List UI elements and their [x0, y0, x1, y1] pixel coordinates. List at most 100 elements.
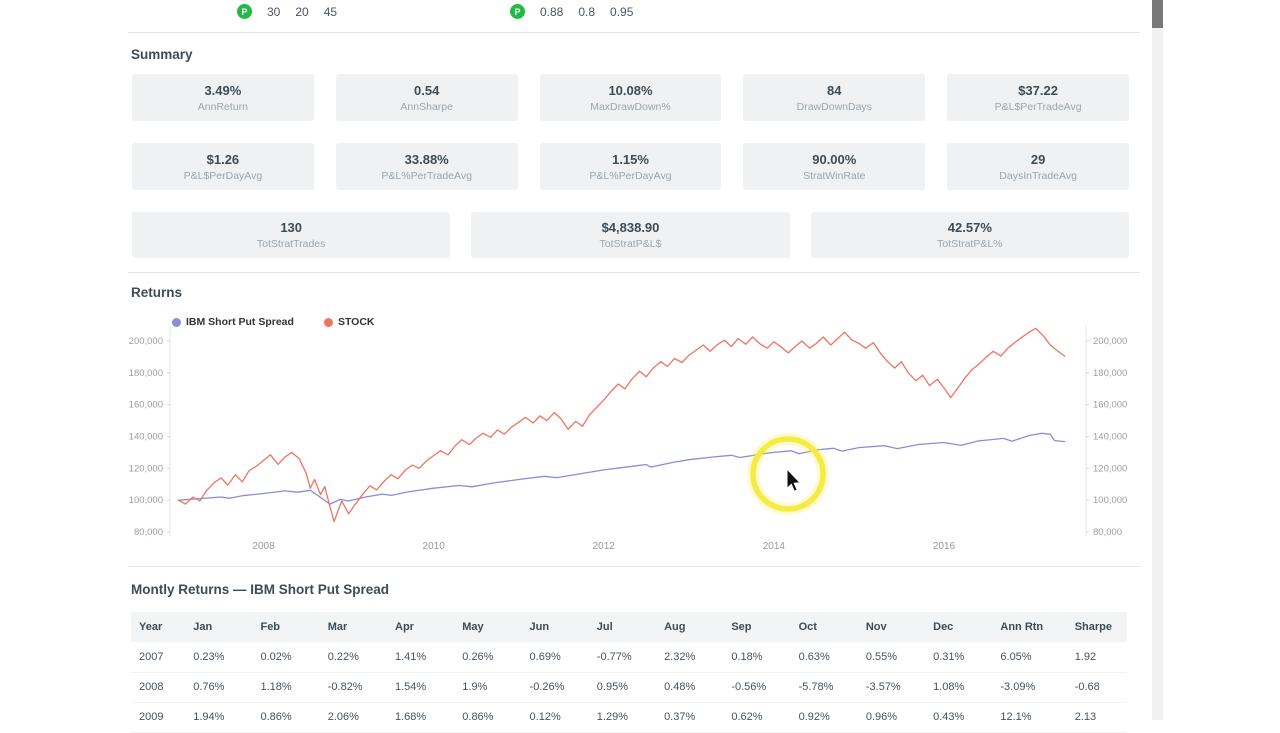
- table-cell: -0.68: [1066, 672, 1127, 703]
- stat-card: 130 TotStratTrades: [132, 212, 451, 258]
- param-value: 0.95: [610, 4, 634, 19]
- stat-value: 42.57%: [947, 220, 992, 235]
- table-header-cell: May: [454, 612, 522, 642]
- x-axis-label: 2008: [252, 541, 275, 552]
- table-cell: 0.43%: [925, 702, 993, 733]
- param-value: 20: [295, 4, 309, 19]
- returns-chart-canvas[interactable]: 80,000 80,000 100,000 100,000 120,000 120,000…: [128, 306, 1140, 558]
- table-cell: 1.29%: [588, 702, 657, 733]
- table-cell: 2.06%: [319, 702, 387, 733]
- x-axis-label: 2012: [593, 541, 616, 552]
- table-header-cell: Nov: [857, 612, 926, 642]
- stat-value: 33.88%: [404, 151, 449, 167]
- stat-card: 0.54 AnnSharpe: [335, 74, 518, 121]
- param-badge-icon: P: [510, 4, 525, 19]
- summary-stats-grid: 3.49% AnnReturn 0.54 AnnSharpe 10.08% MaxDraw…: [132, 74, 1129, 190]
- table-cell: 0.86%: [252, 702, 320, 733]
- stat-value: 84: [827, 82, 842, 98]
- table-cell: 0.95%: [588, 672, 657, 703]
- y-axis-label: 140,000: [129, 432, 163, 443]
- stat-value: 1.15%: [612, 151, 649, 167]
- stat-card: 29 DaysInTradeAvg: [947, 143, 1129, 190]
- strategy-params-row: P 30 20 45 P 0.88 0.8 0.95: [128, 0, 1140, 33]
- table-cell: 2009: [131, 702, 186, 733]
- param-value: 0.8: [578, 4, 596, 19]
- table-cell: 1.92: [1066, 642, 1127, 673]
- stat-card: $1.26 P&L$PerDayAvg: [132, 143, 314, 190]
- table-cell: -0.82%: [319, 672, 387, 703]
- y-axis-label: 200,000: [1093, 336, 1127, 347]
- table-cell: 0.23%: [185, 642, 253, 673]
- table-cell: 6.05%: [992, 642, 1067, 673]
- table-header-cell: Mar: [319, 612, 387, 642]
- stat-label: StratWinRate: [803, 169, 866, 182]
- table-header-cell: Aug: [656, 612, 724, 642]
- series-line-strategy: [177, 432, 1066, 505]
- stat-label: TotStratP&L%: [937, 238, 1003, 250]
- returns-title: Returns: [131, 285, 183, 300]
- x-axis-label: 2014: [763, 541, 786, 552]
- table-cell: 0.96%: [857, 702, 926, 733]
- x-axis-label: 2016: [933, 541, 956, 552]
- table-cell: 1.08%: [925, 672, 993, 703]
- stat-value: $37.22: [1018, 82, 1058, 98]
- table-header-cell: Ann Rtn: [992, 612, 1067, 642]
- y-axis-label: 120,000: [129, 463, 163, 474]
- legend-label: IBM Short Put Spread: [186, 316, 294, 328]
- legend-dot-icon: [323, 317, 333, 327]
- table-cell: 0.22%: [319, 642, 387, 673]
- table-cell: 1.41%: [387, 642, 455, 673]
- stat-card: 84 DrawDownDays: [743, 74, 926, 121]
- returns-chart[interactable]: 80,000 80,000 100,000 100,000 120,000 120,000…: [128, 306, 1140, 558]
- series-line-stock: [177, 327, 1066, 523]
- stat-value: $4,838.90: [601, 220, 660, 235]
- monthly-table-header: Year Jan Feb Mar Apr May Jun Jul Aug Sep Oct Nov Dec…: [131, 612, 1127, 642]
- table-header-cell: Jul: [588, 612, 657, 642]
- stat-label: P&L%PerTradeAvg: [381, 169, 472, 182]
- table-cell: 0.76%: [185, 672, 253, 703]
- table-cell: -3.57%: [857, 672, 926, 703]
- table-cell: 0.62%: [723, 702, 791, 733]
- legend-dot-icon: [172, 317, 181, 327]
- table-header-cell: Dec: [925, 612, 993, 642]
- stat-card: $37.22 P&L$PerTradeAvg: [947, 74, 1129, 121]
- table-cell: 1.94%: [185, 702, 253, 733]
- stat-value: 90.00%: [812, 151, 857, 167]
- legend-item[interactable]: IBM Short Put Spread: [172, 316, 294, 328]
- monthly-returns-table: Year Jan Feb Mar Apr May Jun Jul Aug Sep Oct Nov Dec…: [131, 612, 1127, 733]
- summary-title: Summary: [131, 47, 193, 62]
- mouse-cursor-icon: [786, 467, 802, 492]
- table-cell: 2.32%: [656, 642, 724, 673]
- scrollbar-track[interactable]: [1152, 0, 1163, 720]
- legend-item[interactable]: STOCK: [323, 316, 375, 328]
- table-cell: 0.18%: [723, 642, 791, 673]
- y-axis-label: 80,000: [1093, 527, 1122, 538]
- table-cell: 0.02%: [252, 642, 320, 673]
- table-cell: 0.26%: [454, 642, 522, 673]
- scrollbar-thumb[interactable]: [1152, 0, 1163, 28]
- table-cell: 1.9%: [454, 672, 522, 703]
- table-cell: 2.13: [1066, 702, 1127, 733]
- legend-label: STOCK: [337, 316, 375, 328]
- chart-legend: IBM Short Put Spread STOCK: [172, 316, 375, 328]
- monthly-returns-title: Montly Returns — IBM Short Put Spread: [131, 582, 390, 597]
- table-cell: -0.56%: [723, 672, 791, 703]
- table-cell: 2007: [131, 642, 186, 673]
- table-header-cell: Apr: [387, 612, 455, 642]
- stat-value: 29: [1030, 151, 1046, 167]
- stat-label: DaysInTradeAvg: [999, 169, 1077, 182]
- table-header-cell: Year: [131, 612, 186, 642]
- y-axis-label: 100,000: [129, 495, 163, 506]
- stat-card: 1.15% P&L%PerDayAvg: [539, 143, 722, 190]
- table-row: 2008 0.76% 1.18% -0.82% 1.54% 1.9% -0.26% 0.95%…: [131, 672, 1127, 703]
- table-cell: 0.92%: [790, 702, 858, 733]
- summary-totals-grid: 130 TotStratTrades $4,838.90 TotStratP&L$ 42…: [132, 212, 1129, 258]
- table-cell: 1.68%: [387, 702, 455, 733]
- x-axis-label: 2010: [423, 541, 446, 552]
- y-axis-label: 160,000: [1093, 400, 1127, 411]
- table-cell: -0.26%: [521, 672, 589, 703]
- table-row: 2007 0.23% 0.02% 0.22% 1.41% 0.26% 0.69% -0.77%…: [131, 642, 1127, 673]
- stat-value: $1.26: [206, 151, 240, 167]
- stat-value: 0.54: [414, 82, 440, 98]
- stat-label: P&L%PerDayAvg: [589, 169, 672, 182]
